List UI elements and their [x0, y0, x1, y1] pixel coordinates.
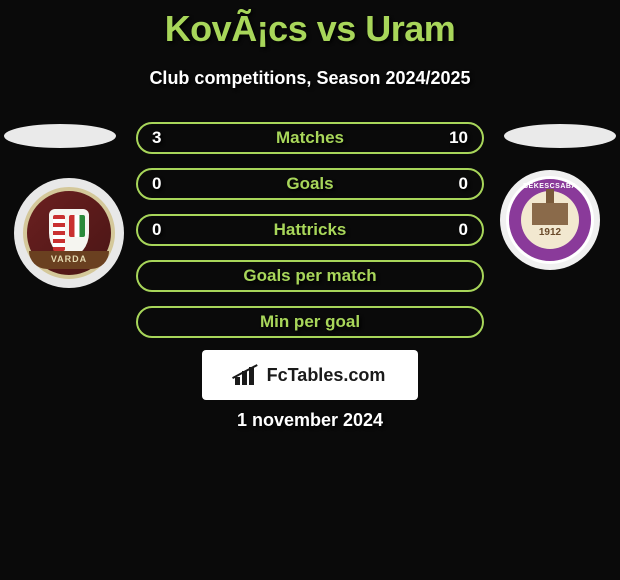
stat-label: Hattricks: [138, 220, 482, 240]
stat-row-matches: 3 Matches 10: [136, 122, 484, 154]
stat-row-min-per-goal: Min per goal: [136, 306, 484, 338]
stats-table: 3 Matches 10 0 Goals 0 0 Hattricks 0 Goa…: [136, 122, 484, 352]
shield-icon: [49, 209, 89, 257]
watermark: FcTables.com: [202, 350, 418, 400]
stat-label: Min per goal: [138, 312, 482, 332]
watermark-text: FcTables.com: [267, 365, 386, 386]
building-icon: [532, 203, 568, 225]
player-placeholder-right: [504, 124, 616, 148]
footer-date: 1 november 2024: [0, 410, 620, 431]
club-year-right: 1912: [539, 227, 561, 238]
club-crest-left: VARDA: [23, 187, 115, 279]
stat-row-goals-per-match: Goals per match: [136, 260, 484, 292]
stat-label: Matches: [138, 128, 482, 148]
club-logo-right: BEKESCSABA 1912: [500, 170, 600, 270]
player-placeholder-left: [4, 124, 116, 148]
stat-label: Goals per match: [138, 266, 482, 286]
stat-row-hattricks: 0 Hattricks 0: [136, 214, 484, 246]
stat-row-goals: 0 Goals 0: [136, 168, 484, 200]
club-logo-left: VARDA: [14, 178, 124, 288]
club-banner-left: VARDA: [29, 251, 109, 269]
page-title: KovÃ¡cs vs Uram: [0, 0, 620, 50]
season-subtitle: Club competitions, Season 2024/2025: [0, 68, 620, 89]
crest-center: 1912: [521, 191, 579, 249]
bar-chart-icon: [235, 365, 261, 385]
club-crest-right: BEKESCSABA 1912: [506, 176, 594, 264]
stat-label: Goals: [138, 174, 482, 194]
